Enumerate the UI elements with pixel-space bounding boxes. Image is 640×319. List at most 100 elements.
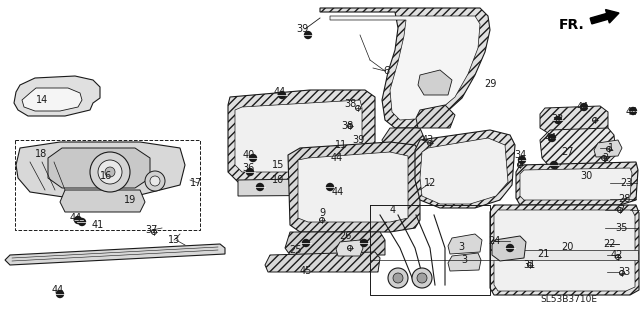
Text: 21: 21 xyxy=(537,249,549,259)
Polygon shape xyxy=(320,8,490,128)
Polygon shape xyxy=(418,70,452,95)
Circle shape xyxy=(630,108,637,115)
Circle shape xyxy=(257,183,264,190)
Polygon shape xyxy=(60,190,145,212)
Circle shape xyxy=(278,92,285,99)
FancyArrow shape xyxy=(590,10,619,24)
Text: 23: 23 xyxy=(620,178,632,188)
Text: 43: 43 xyxy=(422,135,434,145)
Text: 40: 40 xyxy=(243,150,255,160)
Polygon shape xyxy=(265,252,380,272)
Text: 13: 13 xyxy=(168,235,180,245)
Circle shape xyxy=(388,268,408,288)
Polygon shape xyxy=(14,76,100,116)
Text: 38: 38 xyxy=(344,99,356,109)
Text: 29: 29 xyxy=(484,79,496,89)
Text: 32: 32 xyxy=(552,114,564,124)
Polygon shape xyxy=(48,148,150,188)
Text: 9: 9 xyxy=(319,208,325,218)
Text: 38: 38 xyxy=(341,121,353,131)
Text: 44: 44 xyxy=(626,107,638,117)
Text: 37: 37 xyxy=(146,225,158,235)
Text: 35: 35 xyxy=(615,223,627,233)
Polygon shape xyxy=(238,178,370,196)
Circle shape xyxy=(98,160,122,184)
Polygon shape xyxy=(490,250,638,260)
Circle shape xyxy=(417,273,427,283)
Text: 11: 11 xyxy=(335,140,347,150)
Text: 44: 44 xyxy=(332,187,344,197)
Circle shape xyxy=(74,217,81,224)
Polygon shape xyxy=(382,128,425,150)
Polygon shape xyxy=(516,162,638,205)
Text: 16: 16 xyxy=(100,171,112,181)
Polygon shape xyxy=(22,88,82,111)
Circle shape xyxy=(105,167,115,177)
Polygon shape xyxy=(235,100,362,172)
Polygon shape xyxy=(288,142,420,232)
Text: 44: 44 xyxy=(577,102,589,112)
Circle shape xyxy=(246,168,253,175)
Polygon shape xyxy=(416,105,455,128)
Polygon shape xyxy=(520,168,632,200)
Polygon shape xyxy=(494,210,635,291)
Text: 2: 2 xyxy=(602,153,608,163)
Text: 25: 25 xyxy=(290,245,302,255)
Text: 31: 31 xyxy=(523,260,535,270)
Polygon shape xyxy=(5,244,225,265)
Polygon shape xyxy=(492,236,526,261)
Circle shape xyxy=(412,268,432,288)
Polygon shape xyxy=(420,138,508,204)
Circle shape xyxy=(554,116,561,123)
Circle shape xyxy=(580,103,588,110)
Polygon shape xyxy=(594,140,622,157)
Text: 14: 14 xyxy=(36,95,48,105)
Circle shape xyxy=(548,135,556,142)
Circle shape xyxy=(56,291,63,298)
Polygon shape xyxy=(298,152,408,222)
Text: 17: 17 xyxy=(190,178,202,188)
Text: 26: 26 xyxy=(339,231,351,241)
Text: 15: 15 xyxy=(272,160,284,170)
Polygon shape xyxy=(228,90,375,185)
Text: 41: 41 xyxy=(92,220,104,230)
Polygon shape xyxy=(448,234,482,254)
Text: 12: 12 xyxy=(424,178,436,188)
Text: 4: 4 xyxy=(390,205,396,215)
Text: 8: 8 xyxy=(516,158,522,168)
Polygon shape xyxy=(415,130,515,208)
Text: SL53B3710E: SL53B3710E xyxy=(540,295,597,304)
Text: 1: 1 xyxy=(608,143,614,153)
Circle shape xyxy=(90,152,130,192)
Text: 19: 19 xyxy=(124,195,136,205)
Text: 30: 30 xyxy=(580,171,592,181)
Text: 39: 39 xyxy=(352,135,364,145)
Polygon shape xyxy=(330,16,480,120)
Polygon shape xyxy=(448,253,481,271)
Circle shape xyxy=(150,176,160,186)
Text: 36: 36 xyxy=(242,163,254,173)
Text: 44: 44 xyxy=(331,153,343,163)
Circle shape xyxy=(250,154,257,161)
Text: 20: 20 xyxy=(561,242,573,252)
Text: 39: 39 xyxy=(296,24,308,34)
Text: 18: 18 xyxy=(35,149,47,159)
Text: 6: 6 xyxy=(383,66,389,76)
Circle shape xyxy=(326,183,333,190)
Text: 42: 42 xyxy=(611,250,623,260)
Text: 28: 28 xyxy=(618,194,630,204)
Text: 10: 10 xyxy=(272,175,284,185)
Text: 44: 44 xyxy=(70,213,82,223)
Text: 3: 3 xyxy=(461,255,467,265)
Text: 44: 44 xyxy=(274,87,286,97)
Text: 44: 44 xyxy=(52,285,64,295)
Text: 27: 27 xyxy=(561,147,573,157)
Polygon shape xyxy=(540,128,616,165)
Text: FR.: FR. xyxy=(558,18,584,32)
Circle shape xyxy=(145,171,165,191)
Text: 44: 44 xyxy=(545,133,557,143)
Circle shape xyxy=(518,157,525,164)
Text: 33: 33 xyxy=(618,267,630,277)
Polygon shape xyxy=(16,142,185,198)
Circle shape xyxy=(305,32,312,39)
